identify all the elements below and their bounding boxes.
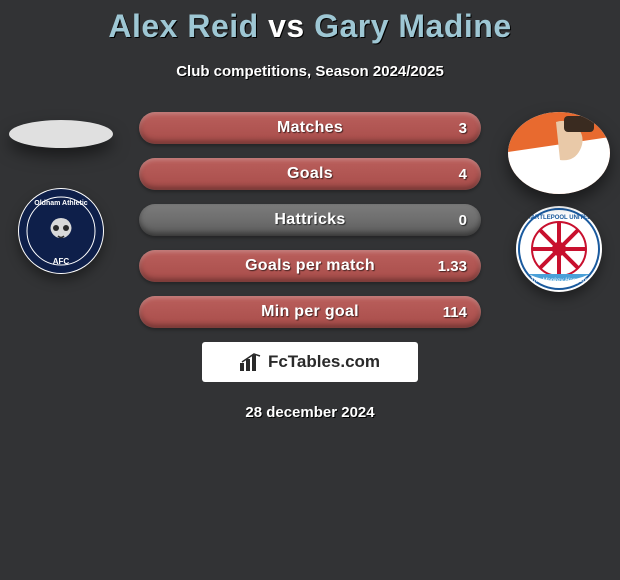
- oldham-badge-icon: Oldham Athletic AFC: [18, 188, 104, 274]
- player2-club-badge: HARTLEPOOL UNITED The Monkey Hangers: [516, 206, 602, 292]
- stat-bar: Matches3: [139, 112, 481, 144]
- stat-bar: Min per goal114: [139, 296, 481, 328]
- right-player-column: HARTLEPOOL UNITED The Monkey Hangers: [504, 112, 614, 292]
- bar-label: Goals per match: [139, 257, 481, 275]
- page-title: Alex Reid vs Gary Madine: [0, 0, 620, 45]
- brand-box[interactable]: FcTables.com: [202, 342, 418, 382]
- stat-bar: Hattricks0: [139, 204, 481, 236]
- bar-label: Matches: [139, 119, 481, 137]
- vs-text: vs: [268, 8, 305, 44]
- svg-text:HARTLEPOOL UNITED: HARTLEPOOL UNITED: [526, 215, 592, 221]
- bar-value-right: 0: [459, 212, 467, 229]
- bar-label: Hattricks: [139, 211, 481, 229]
- hartlepool-badge-icon: HARTLEPOOL UNITED The Monkey Hangers: [516, 206, 602, 292]
- date-text: 28 december 2024: [0, 404, 620, 421]
- comparison-arena: Oldham Athletic AFC: [0, 112, 620, 328]
- bar-label: Goals: [139, 165, 481, 183]
- player1-photo: [9, 120, 113, 148]
- bar-label: Min per goal: [139, 303, 481, 321]
- brand-text: FcTables.com: [268, 352, 380, 372]
- stat-bar: Goals per match1.33: [139, 250, 481, 282]
- bar-value-right: 3: [459, 120, 467, 137]
- player2-name: Gary Madine: [314, 8, 512, 44]
- left-player-column: Oldham Athletic AFC: [6, 112, 116, 274]
- subtitle: Club competitions, Season 2024/2025: [0, 63, 620, 80]
- player2-photo: [508, 112, 610, 194]
- stat-bars: Matches3Goals4Hattricks0Goals per match1…: [139, 112, 481, 328]
- bar-value-right: 1.33: [438, 258, 467, 275]
- bar-value-right: 114: [443, 304, 467, 321]
- player1-name: Alex Reid: [108, 8, 258, 44]
- svg-text:Oldham Athletic: Oldham Athletic: [34, 200, 88, 207]
- svg-text:The Monkey Hangers: The Monkey Hangers: [530, 278, 587, 284]
- stat-bar: Goals4: [139, 158, 481, 190]
- bar-chart-icon: [240, 353, 262, 371]
- svg-text:AFC: AFC: [53, 257, 70, 266]
- bar-value-right: 4: [459, 166, 467, 183]
- player1-club-badge: Oldham Athletic AFC: [18, 188, 104, 274]
